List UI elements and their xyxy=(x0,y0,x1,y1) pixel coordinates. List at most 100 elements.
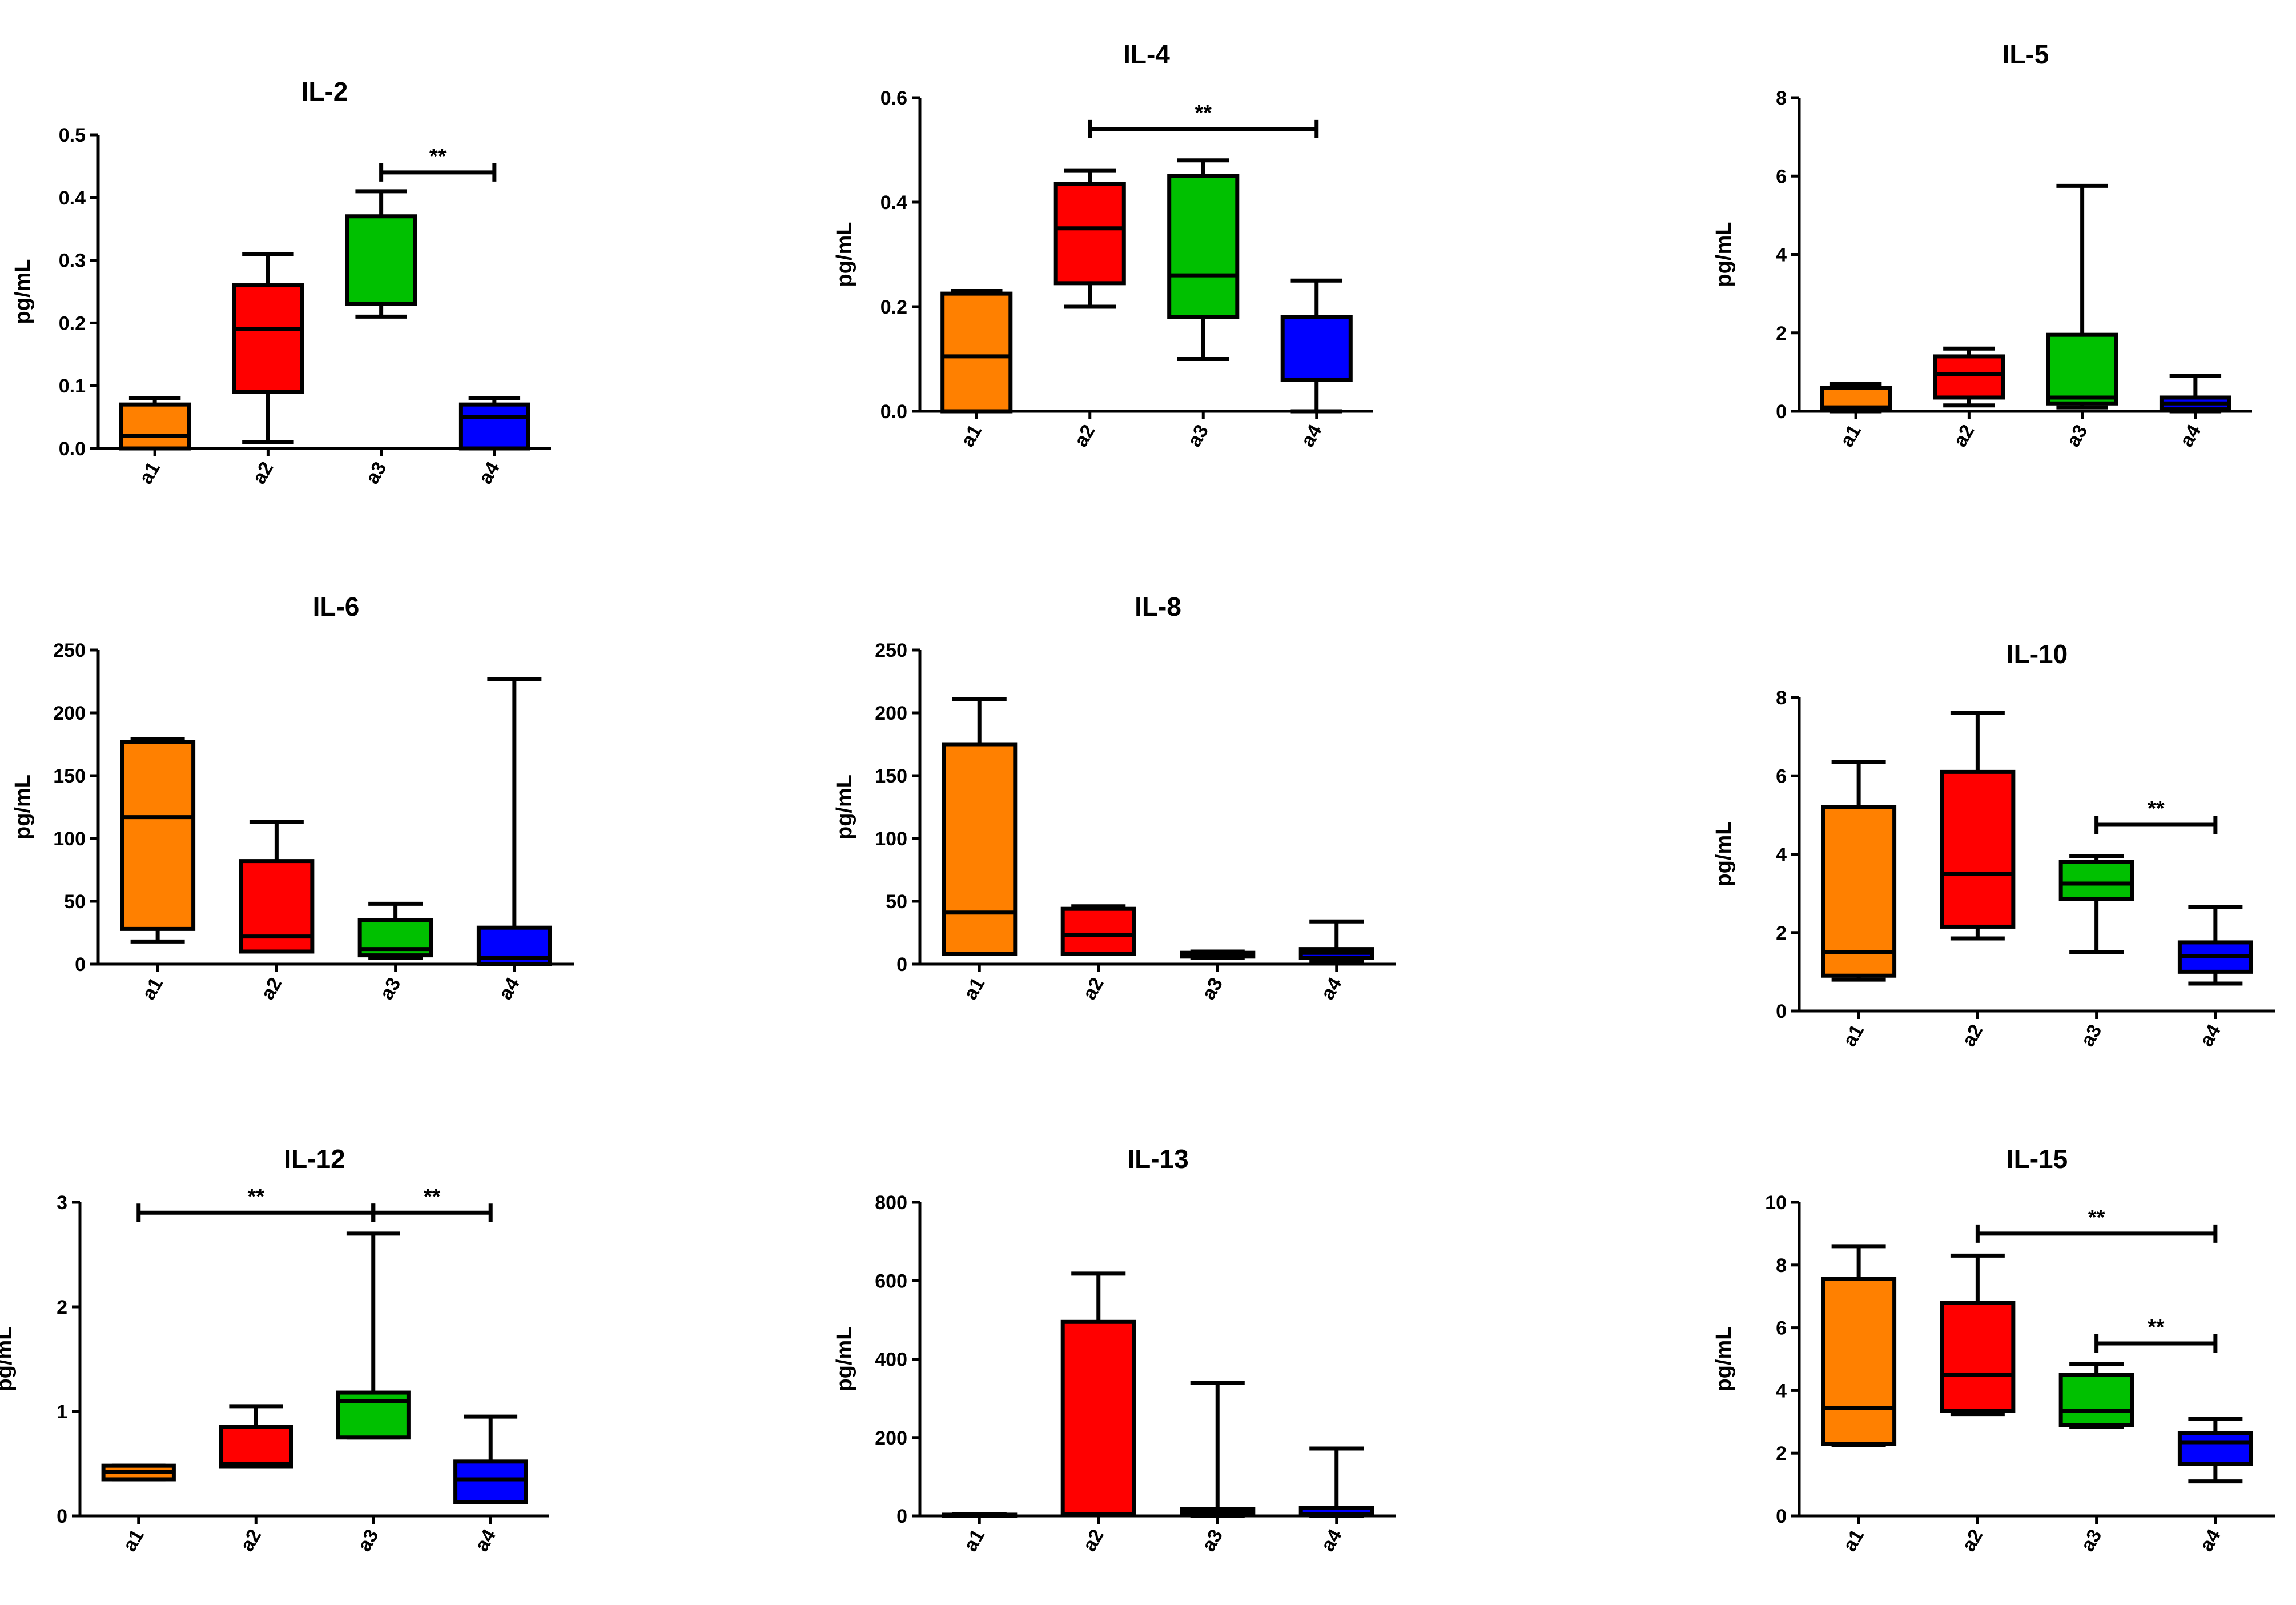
y-tick-label: 2 xyxy=(1776,922,1787,944)
y-tick-label: 600 xyxy=(875,1270,907,1292)
x-tick-label: a3 xyxy=(2062,421,2092,451)
y-tick-label: 0 xyxy=(1776,1001,1787,1022)
y-tick-label: 150 xyxy=(875,765,907,787)
iqr-box xyxy=(1060,906,1136,956)
y-axis-label: pg/mL xyxy=(1712,1327,1736,1392)
y-tick-label: 0 xyxy=(75,954,86,976)
significance-label: ** xyxy=(429,145,447,168)
y-tick-label: 0 xyxy=(57,1506,67,1527)
x-tick-label: a1 xyxy=(1839,1526,1868,1555)
box-a1 xyxy=(1821,760,1897,982)
significance-label: ** xyxy=(247,1185,264,1209)
x-tick-label: a3 xyxy=(2077,1526,2106,1555)
iqr-box xyxy=(940,291,1013,414)
box-a3 xyxy=(336,1231,411,1440)
panel-title: IL-5 xyxy=(2003,39,2049,69)
box-a4 xyxy=(2177,905,2253,986)
y-tick-label: 2 xyxy=(1776,1443,1787,1464)
iqr-box xyxy=(2046,332,2118,406)
box-a1 xyxy=(120,737,196,944)
significance-bracket: ** xyxy=(1088,101,1319,138)
y-tick-label: 0.4 xyxy=(880,192,907,214)
panel-title: IL-13 xyxy=(1127,1144,1188,1174)
x-tick-label: a2 xyxy=(1079,1526,1108,1555)
iqr-box xyxy=(458,402,530,451)
box-a1 xyxy=(1821,1244,1897,1447)
box-a4 xyxy=(458,396,530,451)
iqr-box xyxy=(453,1459,528,1504)
box-a3 xyxy=(357,901,433,960)
x-tick-label: a1 xyxy=(135,458,164,488)
box-a4 xyxy=(1298,1446,1374,1518)
y-tick-label: 8 xyxy=(1776,87,1787,109)
box-a3 xyxy=(2046,183,2118,410)
box-a3 xyxy=(1167,158,1240,361)
y-tick-label: 0 xyxy=(1776,1506,1787,1527)
panel-il-12: IL-12 pg/mL 0 1 2 3 a1 a2 a3 a4 ** ** xyxy=(0,1144,549,1555)
x-tick-label: a2 xyxy=(1957,1526,1987,1555)
panel-il-2: IL-2 pg/mL 0.0 0.1 0.2 0.3 0.4 0.5 a1 a2 a3 a4 ** xyxy=(11,77,551,488)
panel-title: IL-4 xyxy=(1123,39,1170,69)
x-tick-label: a3 xyxy=(2077,1021,2106,1050)
iqr-box xyxy=(1940,1301,2016,1413)
panel-title: IL-8 xyxy=(1135,592,1181,621)
y-tick-label: 0.5 xyxy=(59,125,86,146)
y-tick-label: 200 xyxy=(875,1427,907,1449)
iqr-box xyxy=(942,742,1018,956)
y-axis-label: pg/mL xyxy=(833,1327,857,1392)
x-tick-label: a2 xyxy=(1070,421,1100,451)
y-tick-label: 100 xyxy=(53,828,86,850)
iqr-box xyxy=(1167,174,1240,319)
iqr-box xyxy=(2058,860,2134,901)
significance-bracket: ** xyxy=(371,1185,493,1222)
y-tick-label: 6 xyxy=(1776,166,1787,187)
box-a2 xyxy=(1060,904,1136,956)
panel-il-8: IL-8 pg/mL 0 50 100 150 200 250 a1 a2 a3 a4 xyxy=(833,592,1396,1004)
y-tick-label: 8 xyxy=(1776,1255,1787,1277)
significance-label: ** xyxy=(2148,797,2165,821)
x-tick-label: a4 xyxy=(494,974,524,1004)
y-axis-label: pg/mL xyxy=(11,775,35,840)
significance-bracket: ** xyxy=(136,1185,376,1222)
box-a2 xyxy=(1940,711,2016,941)
box-a2 xyxy=(1940,1253,2016,1417)
y-tick-label: 250 xyxy=(53,640,86,661)
y-tick-label: 2 xyxy=(57,1297,67,1318)
box-a3 xyxy=(1180,1381,1256,1518)
box-a2 xyxy=(1053,168,1126,309)
iqr-box xyxy=(219,1425,293,1469)
y-tick-label: 10 xyxy=(1765,1192,1787,1214)
iqr-box xyxy=(1933,354,2005,400)
iqr-box xyxy=(1280,315,1353,382)
x-tick-label: a3 xyxy=(1197,1526,1227,1555)
x-tick-label: a3 xyxy=(376,974,405,1004)
iqr-box xyxy=(2177,1431,2253,1466)
panel-title: IL-15 xyxy=(2007,1144,2068,1174)
y-tick-label: 400 xyxy=(875,1349,907,1371)
box-a1 xyxy=(942,1512,1018,1518)
y-tick-label: 8 xyxy=(1776,687,1787,709)
panel-il-6: IL-6 pg/mL 0 50 100 150 200 250 a1 a2 a3 a4 xyxy=(11,592,574,1004)
y-axis-label: pg/mL xyxy=(11,259,35,324)
x-tick-label: a1 xyxy=(119,1526,148,1555)
y-tick-label: 6 xyxy=(1776,1318,1787,1339)
x-tick-label: a4 xyxy=(2196,1526,2225,1555)
y-tick-label: 150 xyxy=(53,765,86,787)
iqr-box xyxy=(119,402,191,451)
box-a4 xyxy=(1298,919,1374,964)
iqr-box xyxy=(2058,1373,2134,1427)
box-a3 xyxy=(2058,1362,2134,1429)
significance-label: ** xyxy=(1195,101,1212,125)
iqr-box xyxy=(232,283,304,394)
iqr-box xyxy=(1060,1319,1136,1516)
panel-il-15: IL-15 pg/mL 0 2 4 6 8 10 a1 a2 a3 a4 ** ** xyxy=(1712,1144,2275,1555)
y-tick-label: 0 xyxy=(1776,401,1787,423)
y-tick-label: 800 xyxy=(875,1192,907,1214)
box-a3 xyxy=(2058,854,2134,954)
y-tick-label: 0.4 xyxy=(59,187,86,209)
box-a2 xyxy=(239,820,315,954)
box-a1 xyxy=(1820,382,1892,414)
box-a2 xyxy=(1933,346,2005,408)
y-tick-label: 50 xyxy=(64,891,86,913)
